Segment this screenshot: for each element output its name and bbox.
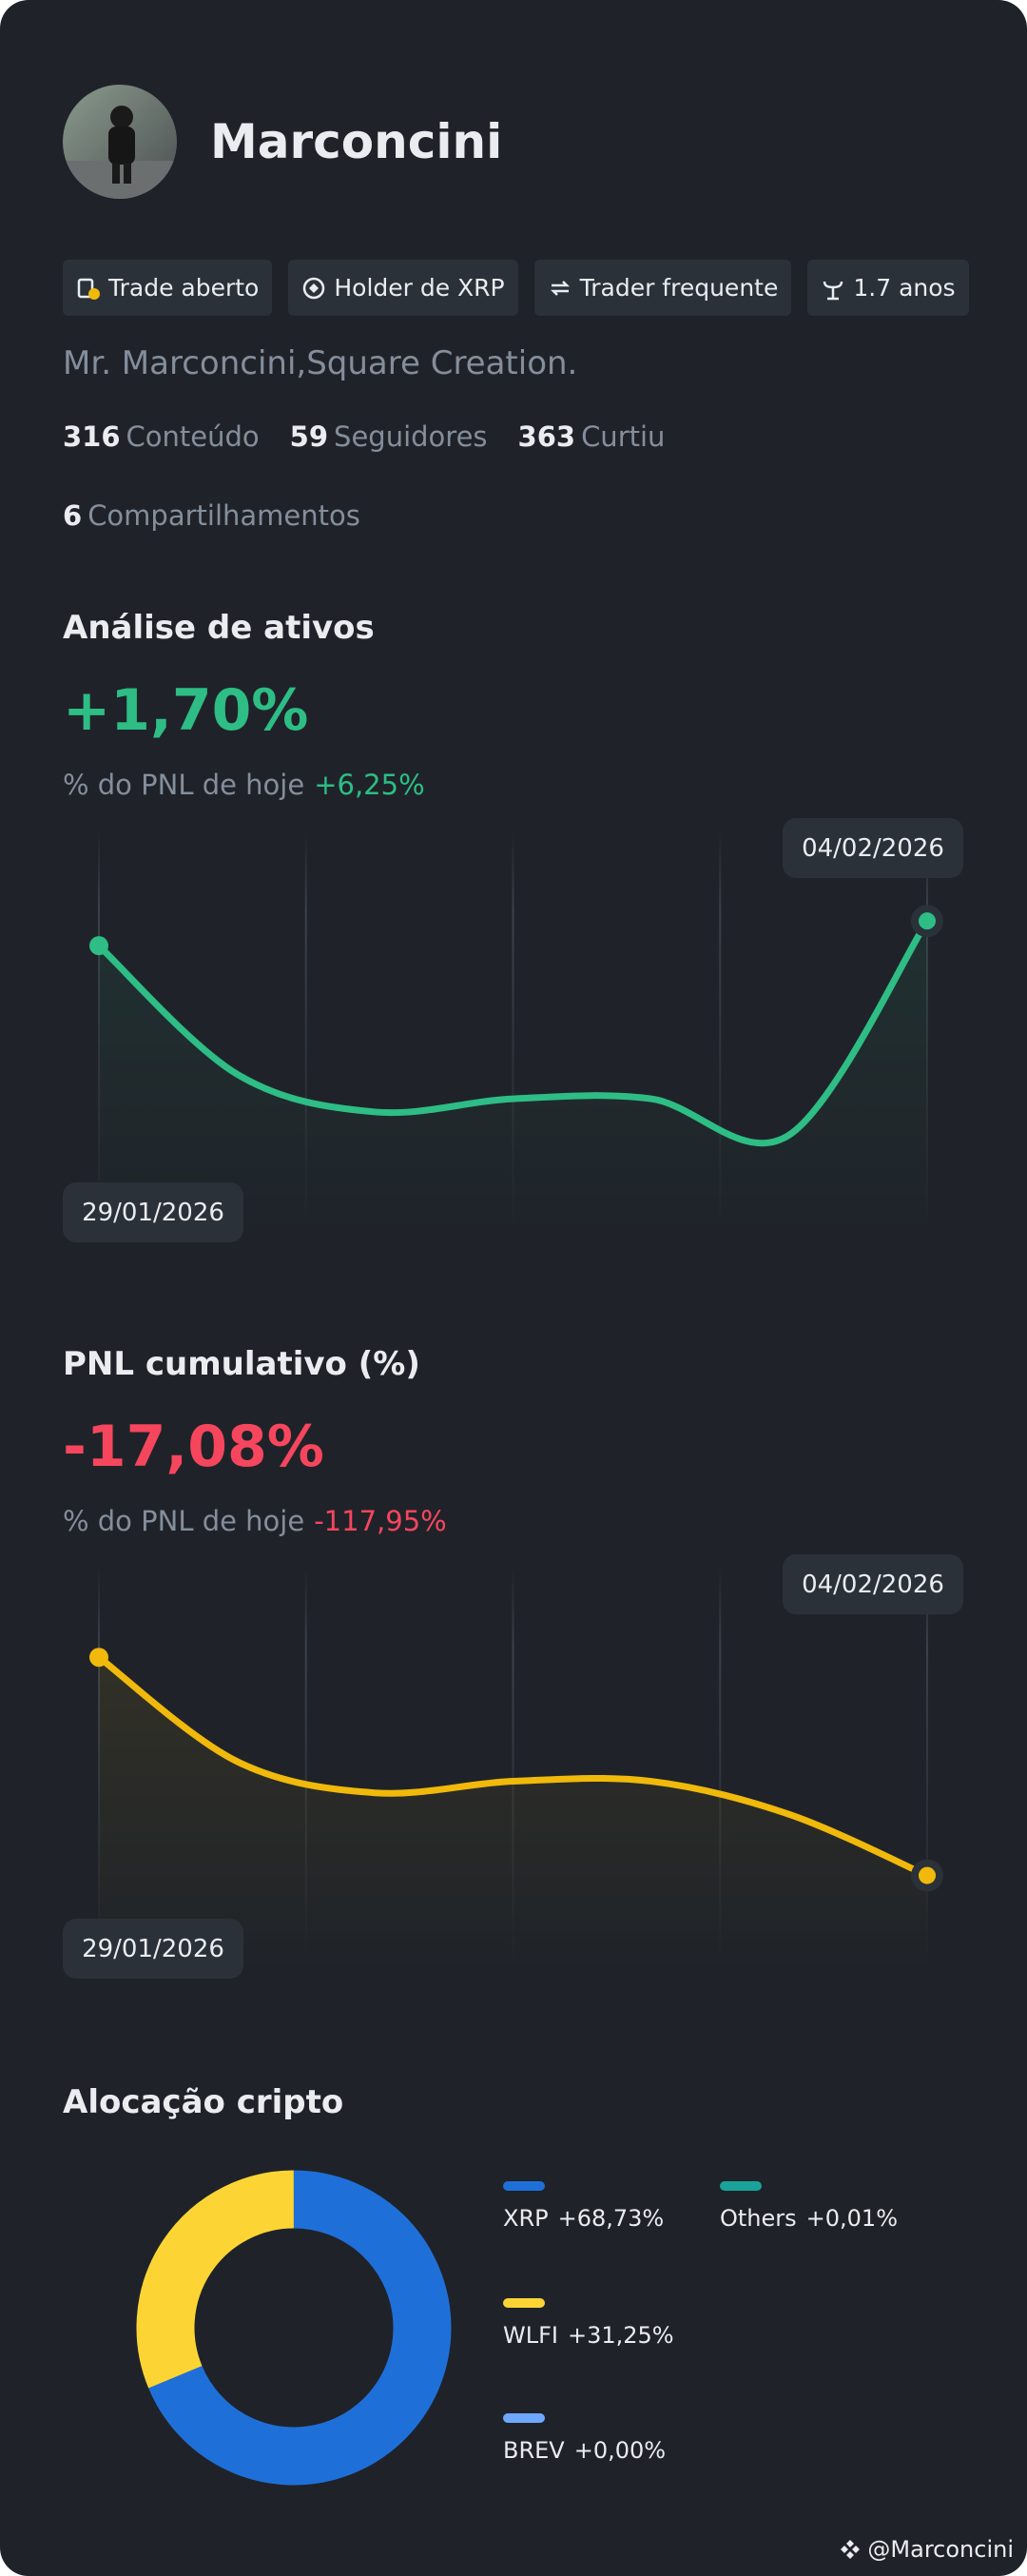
line [95,917,931,1147]
stat-label: Conteúdo [126,420,260,453]
stat-value: 6 [63,499,83,532]
tag: Holder de XRP [288,260,518,316]
footer-text: @Marconcini [867,2536,1014,2563]
date-badge [63,1182,243,1242]
section-title: PNL cumulativo (%) [63,1345,420,1383]
section-title: Análise de ativos [63,609,375,647]
headline: +1,70% [63,677,309,744]
section-title: Alocação cripto [63,2083,344,2121]
tag: Trader frequente [533,260,792,316]
avatar [63,85,177,199]
grid-line [512,830,514,1234]
legend-item: WLFI +31,25% [503,2322,674,2349]
tag-icon [77,278,100,300]
legend-swatch [503,2181,545,2191]
donut-chart [136,2170,452,2486]
tag: 1.7 anos [807,260,969,316]
legend-item: BREV +0,00% [503,2437,666,2464]
stats-row: 316 Conteúdo 59 Seguidores 363 Curtiu [63,420,665,453]
grid-line [719,830,722,1234]
legend-swatch [503,2413,545,2423]
legend-value: +0,00% [573,2437,667,2464]
stat-label: Seguidores [334,420,488,453]
point [919,912,936,930]
date-label: 29/01/2026 [82,1199,224,1227]
stats-row: 6 Compartilhamentos [63,499,360,532]
stat: 59 Seguidores [290,420,488,453]
legend-name: BREV [503,2437,565,2464]
subtitle-value: -117,95% [314,1505,447,1537]
stat-value: 316 [63,420,121,453]
donut-segment [136,2170,295,2389]
subtitle: % do PNL de hoje -117,95% [63,1505,447,1537]
legend-value: +68,73% [557,2205,665,2232]
date-badge [783,1554,963,1614]
date-label: 04/02/2026 [802,1571,944,1599]
stat: 363 Curtiu [518,420,666,453]
line [95,1653,931,1880]
date-label: 04/02/2026 [802,834,944,863]
area [99,921,927,1234]
stat-value: 363 [517,420,576,453]
line-chart: 29/01/2026 04/02/2026 [63,818,963,1242]
grid-line [512,1567,514,1970]
headline: -17,08% [63,1414,324,1480]
tag-icon [824,281,843,300]
legend-name: XRP [503,2205,549,2232]
grid-line [304,830,307,1234]
legend-swatch [503,2298,545,2308]
subtitle: % do PNL de hoje +6,25% [63,769,425,801]
legend-name: Others [720,2205,797,2232]
date-label: 29/01/2026 [82,1935,224,1963]
stat: 6 Compartilhamentos [63,499,360,532]
legend-name: WLFI [503,2322,558,2349]
point [919,1866,936,1884]
stat-value: 59 [289,420,329,453]
point [89,936,108,956]
date-badge [783,818,963,878]
tag-icon [303,277,325,299]
point [89,1648,108,1668]
tag-text: Trader frequente [579,274,779,302]
legend-item: XRP +68,73% [503,2205,664,2232]
bio: Mr. Marconcini,Square Creation. [63,344,578,382]
tag-text: 1.7 anos [853,274,956,302]
subtitle-value: +6,25% [314,769,425,801]
grid-line [926,1567,928,1970]
logo [841,2540,861,2559]
grid-line [719,1567,722,1970]
area [99,1657,927,1970]
tag-icon [550,280,570,296]
stat: 316 Conteúdo [63,420,260,453]
tag-list: Trade aberto Holder de XRP Trader freque… [63,260,969,316]
subtitle-text: % do PNL de hoje [63,769,305,801]
tag: Trade aberto [63,260,273,316]
date-badge [63,1919,243,1979]
legend-swatch [720,2181,762,2191]
legend-item: Others +0,01% [720,2205,898,2232]
user-name: Marconcini [210,114,503,169]
tag-text: Holder de XRP [334,274,505,302]
legend-value: +31,25% [567,2322,674,2349]
line-chart: 29/01/2026 04/02/2026 [63,1554,963,1979]
grid-line [304,1567,307,1970]
donut-segment [148,2170,452,2486]
footer: @Marconcini [839,2536,1014,2563]
legend-value: +0,01% [805,2205,899,2232]
subtitle-text: % do PNL de hoje [63,1505,305,1537]
stat-label: Compartilhamentos [87,499,360,532]
stat-label: Curtiu [581,420,666,453]
tag-text: Trade aberto [108,274,260,302]
